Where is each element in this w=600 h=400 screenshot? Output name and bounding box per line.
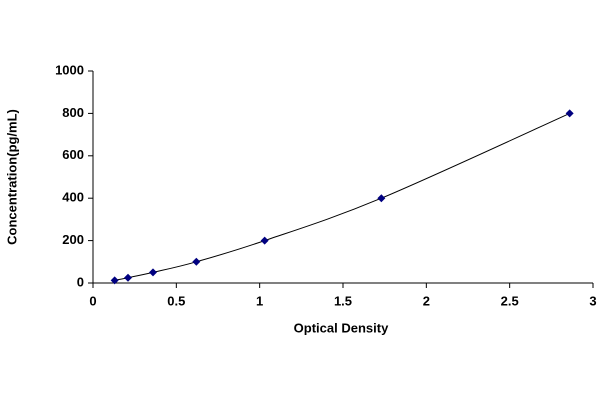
y-tick-label: 800 xyxy=(62,105,84,120)
x-tick-label: 2 xyxy=(423,293,430,308)
y-tick-label: 200 xyxy=(62,232,84,247)
y-tick-label: 600 xyxy=(62,147,84,162)
x-axis-title: Optical Density xyxy=(294,320,389,335)
data-point xyxy=(149,268,157,277)
x-tick-label: 3 xyxy=(589,293,596,308)
data-point xyxy=(260,236,269,245)
data-point xyxy=(124,273,132,282)
data-point xyxy=(110,276,119,285)
fit-curve xyxy=(114,112,570,281)
x-tick-label: 2.5 xyxy=(501,293,519,308)
x-tick-label: 1 xyxy=(256,293,263,308)
x-tick-label: 0 xyxy=(89,293,96,308)
data-point xyxy=(192,257,201,266)
data-point xyxy=(377,194,386,203)
data-point xyxy=(565,109,574,118)
y-axis-title: Concentration(pg/mL) xyxy=(4,109,19,245)
x-tick-label: 1.5 xyxy=(334,293,352,308)
y-tick-label: 1000 xyxy=(55,62,84,77)
y-tick-label: 0 xyxy=(77,274,84,289)
y-tick-label: 400 xyxy=(62,190,84,205)
x-tick-label: 0.5 xyxy=(167,293,185,308)
